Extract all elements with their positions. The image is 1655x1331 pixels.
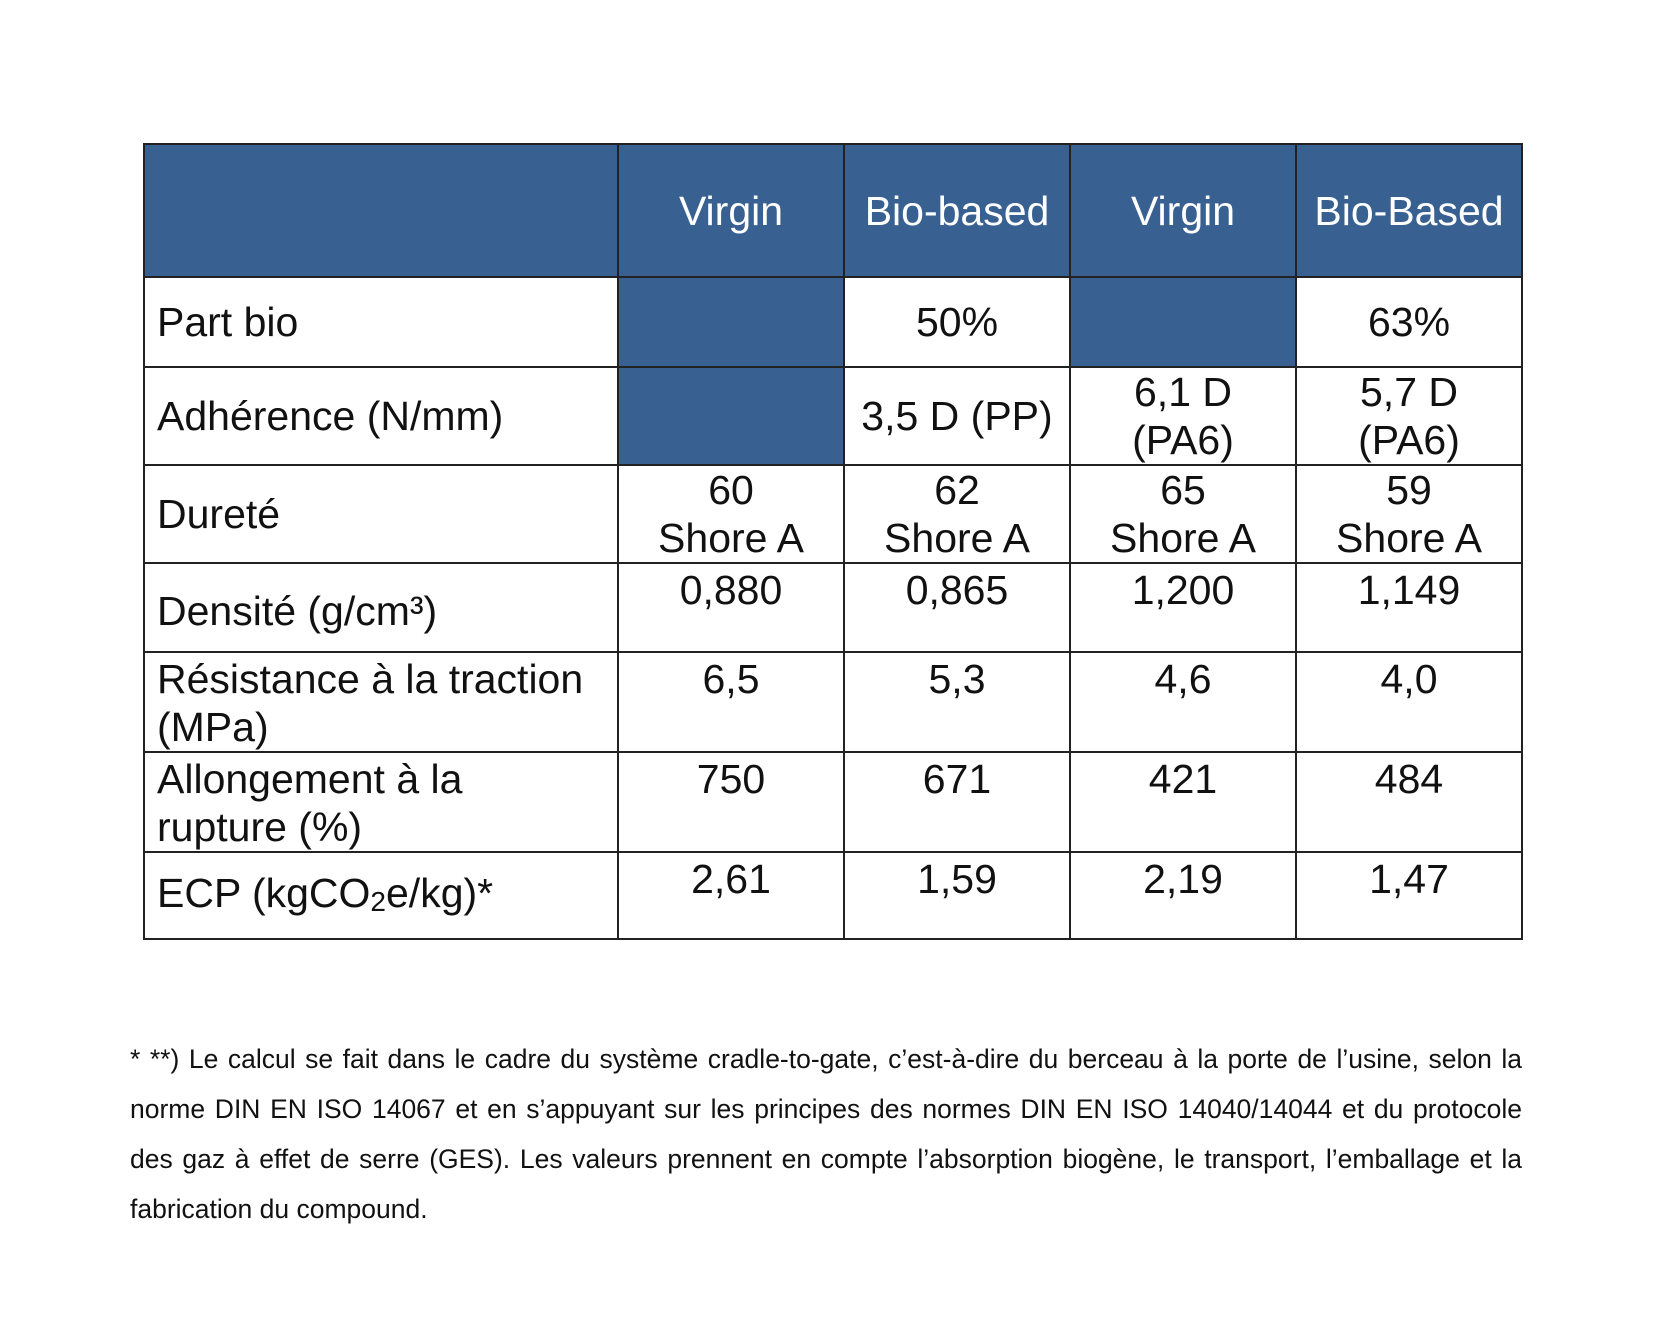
cell-line: Shore A: [1336, 515, 1482, 561]
row-label-line: Résistance à la traction: [157, 656, 584, 702]
table-cell: 4,6: [1069, 651, 1297, 753]
table-cell: 1,47: [1295, 851, 1523, 940]
cell-line: (PA6): [1358, 417, 1460, 463]
table-cell: 4,0: [1295, 651, 1523, 753]
table-cell: 65 Shore A: [1069, 464, 1297, 564]
table-cell: 3,5 D (PP): [843, 366, 1071, 466]
table-row: Allongement à la rupture (%) 750 671 421…: [143, 751, 1523, 853]
table-cell: 6,5: [617, 651, 845, 753]
table-cell-empty: [617, 366, 845, 466]
table-row: Dureté 60 Shore A 62 Shore A 65 Shore A …: [143, 464, 1523, 564]
table-cell: 50%: [843, 276, 1071, 368]
cell-line: Shore A: [884, 515, 1030, 561]
row-label-densite: Densité (g/cm³): [143, 562, 619, 653]
table-row: Densité (g/cm³) 0,880 0,865 1,200 1,149: [143, 562, 1523, 653]
row-label-part-bio: Part bio: [143, 276, 619, 368]
cell-line: 65: [1160, 467, 1206, 513]
cell-line: (PA6): [1132, 417, 1234, 463]
cell-line: 5,7 D: [1360, 369, 1458, 415]
table-cell: 1,149: [1295, 562, 1523, 653]
table-cell: 60 Shore A: [617, 464, 845, 564]
header-bio-based-2: Bio-Based: [1295, 143, 1523, 278]
row-label-line: (MPa): [157, 704, 269, 750]
cell-line: 62: [934, 467, 980, 513]
ecp-label-part: ECP (kgCO: [157, 870, 371, 916]
cell-line: Shore A: [1110, 515, 1256, 561]
table-cell: 6,1 D (PA6): [1069, 366, 1297, 466]
row-label-line: Allongement à la: [157, 756, 463, 802]
cell-line: 6,1 D: [1134, 369, 1232, 415]
row-label-allongement: Allongement à la rupture (%): [143, 751, 619, 853]
table-cell: 62 Shore A: [843, 464, 1071, 564]
row-label-resistance: Résistance à la traction (MPa): [143, 651, 619, 753]
cell-line: Shore A: [658, 515, 804, 561]
table-row: ECP (kgCO2e/kg)* 2,61 1,59 2,19 1,47: [143, 851, 1523, 940]
cell-line: 60: [708, 467, 754, 513]
table-cell: 5,7 D (PA6): [1295, 366, 1523, 466]
table-cell: 2,19: [1069, 851, 1297, 940]
table-cell: 5,3: [843, 651, 1071, 753]
table-cell: 750: [617, 751, 845, 853]
row-label-adherence: Adhérence (N/mm): [143, 366, 619, 466]
ecp-label-subscript: 2: [370, 886, 386, 917]
ecp-label-part: e/kg)*: [386, 870, 494, 916]
table-cell-empty: [617, 276, 845, 368]
footnote: * **) Le calcul se fait dans le cadre du…: [130, 1043, 1522, 1224]
table-row: Adhérence (N/mm) 3,5 D (PP) 6,1 D (PA6) …: [143, 366, 1523, 466]
header-bio-based-1: Bio-based: [843, 143, 1071, 278]
table-cell: 0,880: [617, 562, 845, 653]
table-cell: 63%: [1295, 276, 1523, 368]
row-label-line: rupture (%): [157, 804, 363, 850]
table-cell: 0,865: [843, 562, 1071, 653]
header-row: Virgin Bio-based Virgin Bio-Based: [143, 143, 1523, 278]
table-cell: 671: [843, 751, 1071, 853]
row-label-durete: Dureté: [143, 464, 619, 564]
table-cell: 2,61: [617, 851, 845, 940]
table-cell: 1,59: [843, 851, 1071, 940]
table-cell-empty: [1069, 276, 1297, 368]
table-row: Résistance à la traction (MPa) 6,5 5,3 4…: [143, 651, 1523, 753]
cell-line: 59: [1386, 467, 1432, 513]
table-cell: 421: [1069, 751, 1297, 853]
header-virgin-1: Virgin: [617, 143, 845, 278]
table-cell: 59 Shore A: [1295, 464, 1523, 564]
header-empty: [143, 143, 619, 278]
row-label-ecp: ECP (kgCO2e/kg)*: [143, 851, 619, 940]
properties-table: Virgin Bio-based Virgin Bio-Based Part b…: [143, 143, 1523, 940]
table-cell: 1,200: [1069, 562, 1297, 653]
table-cell: 484: [1295, 751, 1523, 853]
header-virgin-2: Virgin: [1069, 143, 1297, 278]
table-row: Part bio 50% 63%: [143, 276, 1523, 368]
